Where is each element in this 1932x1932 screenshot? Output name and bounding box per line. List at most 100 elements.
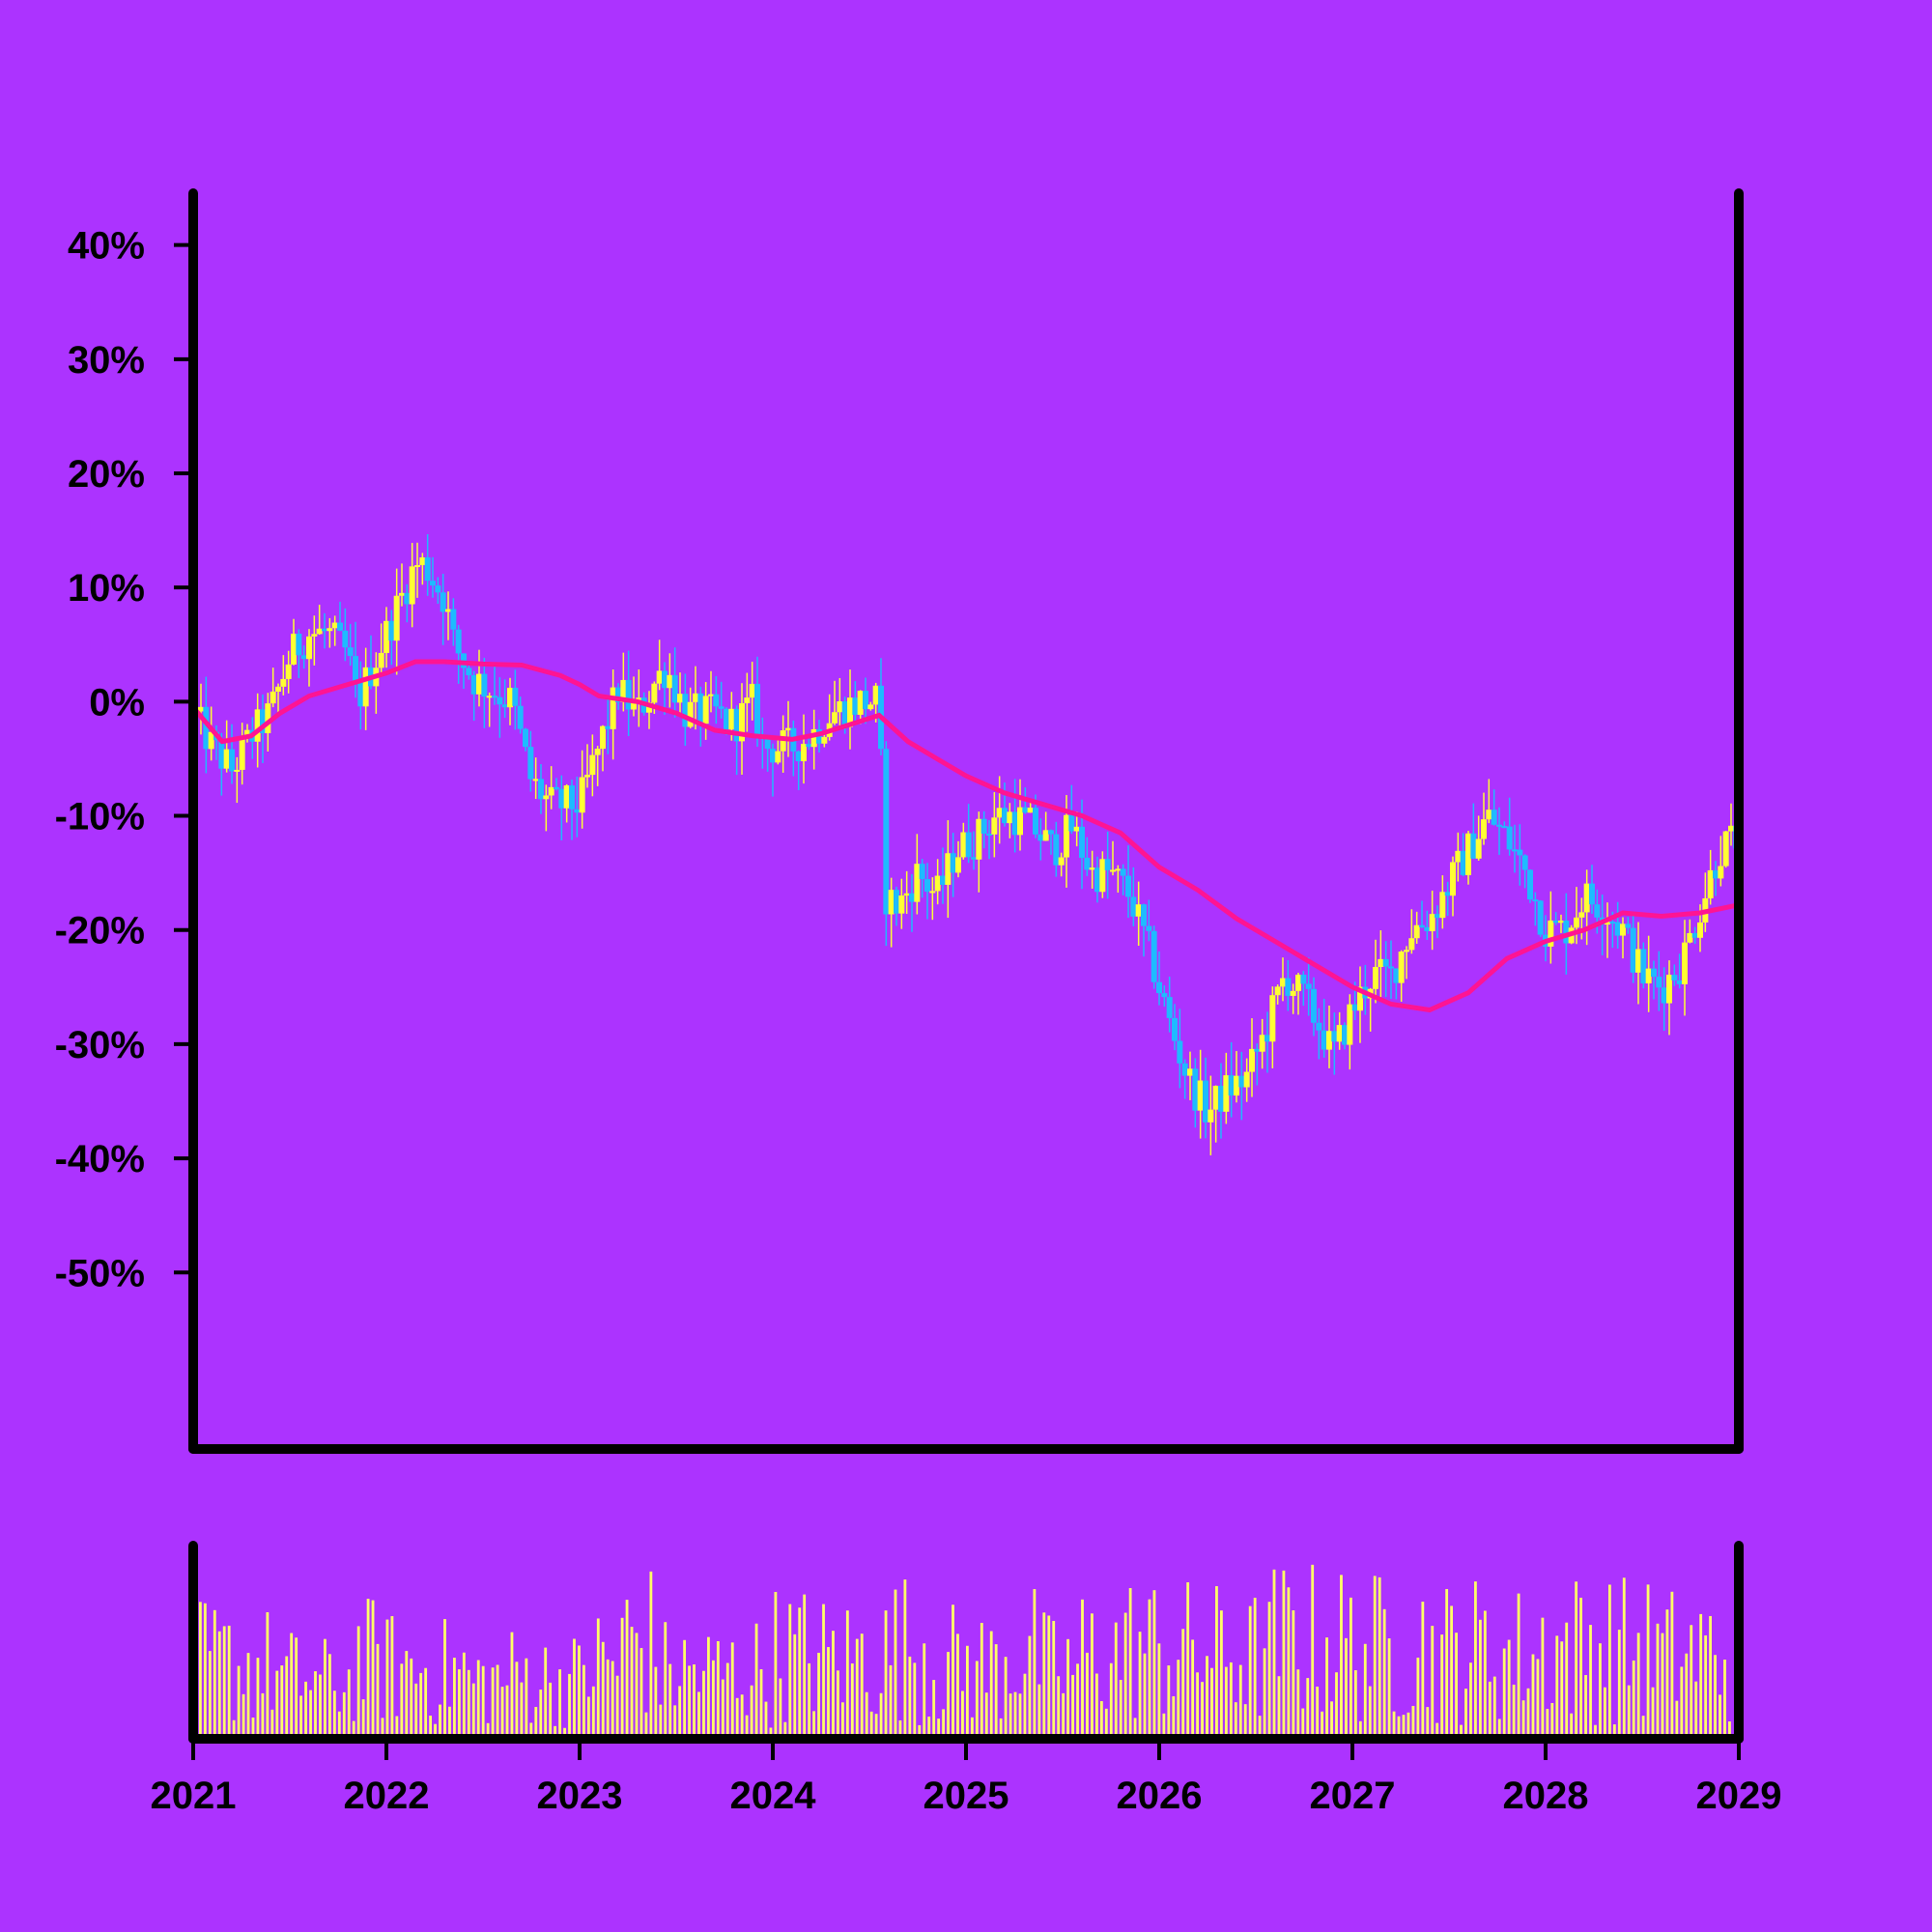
- candle-body: [1450, 862, 1456, 896]
- volume-bar: [217, 1631, 221, 1734]
- volume-bar: [1004, 1657, 1008, 1734]
- volume-bar: [1617, 1630, 1621, 1734]
- volume-bar: [1478, 1619, 1482, 1734]
- candle-body: [940, 875, 946, 885]
- volume-bar: [1023, 1673, 1027, 1734]
- candle-body: [1007, 811, 1013, 824]
- candle-body: [1435, 914, 1440, 919]
- candle-body: [378, 652, 384, 668]
- candle-body: [1264, 1035, 1270, 1042]
- candle-body: [1243, 1071, 1250, 1088]
- candle-body: [620, 679, 627, 702]
- volume-bar: [1455, 1633, 1458, 1734]
- volume-bar: [410, 1658, 413, 1734]
- candle-body: [651, 683, 658, 703]
- volume-bar: [678, 1686, 682, 1734]
- candle-body: [1187, 1068, 1193, 1076]
- candle-body: [384, 620, 389, 653]
- candle-body: [1578, 912, 1585, 918]
- candle-body: [517, 705, 524, 729]
- candle-body: [327, 628, 333, 632]
- volume-bar: [390, 1616, 394, 1734]
- candle-body: [1295, 974, 1301, 991]
- candle-body: [291, 633, 297, 665]
- volume-bar: [1138, 1632, 1142, 1734]
- candle-body: [1645, 968, 1652, 983]
- volume-bar: [832, 1631, 835, 1734]
- volume-bar: [1464, 1689, 1467, 1734]
- volume-bar: [845, 1610, 849, 1734]
- candle-body: [1424, 926, 1431, 931]
- volume-bar: [496, 1664, 499, 1734]
- candle-body: [1336, 1025, 1343, 1042]
- candle-body: [775, 751, 781, 763]
- candle-body: [625, 679, 632, 710]
- candle-body: [501, 704, 508, 708]
- volume-bar: [1062, 1692, 1065, 1734]
- volume-bar: [549, 1682, 553, 1734]
- candle-body: [1280, 978, 1286, 987]
- candle-body: [1331, 1031, 1338, 1042]
- candle-body: [584, 775, 590, 778]
- volume-bar: [1148, 1599, 1151, 1734]
- x-axis-ticks: 2021 2022 2023 2024 2025 2026 2027 2028 2029: [151, 1739, 1781, 1817]
- volume-bar: [874, 1714, 878, 1734]
- volume-bar: [1661, 1633, 1664, 1734]
- candle-body: [198, 706, 204, 712]
- volume-bar: [984, 1692, 988, 1734]
- volume-bar: [913, 1662, 917, 1734]
- volume-bar: [453, 1658, 456, 1734]
- candle-body: [1630, 927, 1636, 973]
- candle-body: [728, 708, 735, 730]
- volume-bar: [1047, 1615, 1051, 1734]
- candle-body: [357, 680, 364, 707]
- candle-body: [399, 592, 405, 596]
- candle-body: [1212, 1086, 1219, 1110]
- volume-bar: [1066, 1638, 1070, 1734]
- candle-body: [512, 687, 519, 706]
- volume-bar: [1406, 1712, 1410, 1734]
- candle-body: [1501, 826, 1508, 829]
- candle-body: [1156, 981, 1162, 994]
- volume-bar: [966, 1645, 969, 1734]
- candle-body: [1574, 917, 1579, 928]
- volume-bar: [721, 1679, 724, 1734]
- candle-body: [419, 557, 426, 566]
- y-tick-label: 40%: [68, 225, 145, 268]
- candle-body: [919, 864, 925, 880]
- candle-body: [1682, 942, 1688, 984]
- candle-body: [1419, 924, 1425, 927]
- volume-bar: [208, 1651, 212, 1734]
- volume-bar: [1416, 1657, 1420, 1734]
- volume-bar: [1612, 1724, 1616, 1734]
- volume-bar: [1469, 1662, 1472, 1734]
- volume-bar: [290, 1633, 294, 1734]
- volume-bar: [1460, 1724, 1463, 1734]
- candle-body: [1718, 866, 1724, 879]
- candle-body: [1455, 850, 1462, 863]
- volume-bar: [1234, 1702, 1237, 1734]
- volume-bar: [989, 1631, 993, 1734]
- candle-body: [254, 709, 261, 742]
- volume-bar: [947, 1652, 950, 1734]
- candle-body: [693, 693, 698, 702]
- volume-bar: [927, 1717, 931, 1734]
- candle-body: [697, 693, 704, 724]
- volume-bar: [798, 1607, 802, 1734]
- volume-bar: [740, 1694, 744, 1734]
- y-tick-label: 0%: [89, 681, 145, 724]
- volume-bar: [923, 1643, 926, 1734]
- candle-body: [362, 667, 369, 707]
- volume-bar: [1402, 1715, 1406, 1734]
- candle-body: [445, 609, 451, 612]
- volume-bar: [1579, 1597, 1582, 1734]
- volume-bar: [261, 1692, 265, 1734]
- candle-body: [1589, 883, 1595, 905]
- candle-body: [1656, 977, 1662, 988]
- volume-bar: [299, 1695, 303, 1734]
- volume-bar: [319, 1674, 322, 1734]
- volume-bar: [400, 1663, 404, 1734]
- volume-bar: [448, 1706, 451, 1734]
- volume-bar: [1421, 1602, 1425, 1734]
- candle-body: [1064, 814, 1069, 858]
